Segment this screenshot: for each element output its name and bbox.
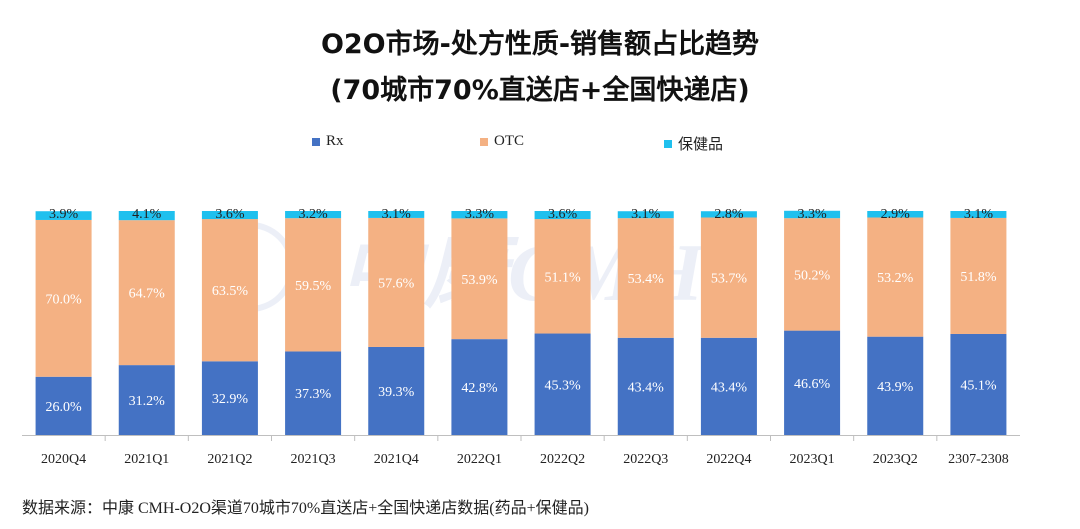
data-label-otc-2022Q1: 53.9% [461, 273, 498, 288]
bar-health-2021Q1 [118, 211, 175, 221]
data-label-health-2022Q3: 3.1% [631, 207, 661, 222]
bar-otc-2307-2308 [950, 217, 1007, 334]
bar-rx-2022Q2 [534, 333, 591, 435]
legend-swatch-health [664, 139, 672, 148]
bar-otc-2021Q4 [368, 217, 425, 347]
bar-rx-2021Q4 [368, 346, 425, 435]
bar-health-2023Q2 [867, 211, 924, 218]
data-label-otc-2021Q4: 57.6% [378, 276, 415, 291]
bar-health-2021Q2 [201, 211, 258, 220]
bar-health-2021Q3 [285, 211, 342, 219]
bar-otc-2020Q4 [35, 219, 92, 377]
bar-rx-2023Q2 [867, 336, 924, 435]
bar-rx-2023Q1 [784, 330, 841, 435]
data-label-rx-2023Q2: 43.9% [877, 380, 914, 395]
legend-item-rx: Rx [312, 133, 344, 150]
data-label-health-2307-2308: 3.1% [964, 207, 994, 222]
data-label-otc-2022Q3: 53.4% [628, 272, 665, 287]
data-label-health-2022Q1: 3.3% [465, 207, 495, 222]
data-label-health-2021Q1: 4.1% [132, 207, 162, 222]
data-label-otc-2307-2308: 51.8% [960, 270, 997, 285]
data-label-rx-2021Q4: 39.3% [378, 385, 415, 400]
data-label-rx-2022Q1: 42.8% [461, 381, 498, 396]
legend-item-health: 保健品 [664, 133, 723, 154]
data-label-health-2021Q4: 3.1% [382, 207, 412, 222]
data-label-rx-2021Q3: 37.3% [295, 387, 332, 402]
bar-rx-2020Q4 [35, 376, 92, 435]
bar-rx-2022Q4 [700, 337, 757, 435]
bar-health-2022Q2 [534, 211, 591, 220]
data-label-rx-2022Q2: 45.3% [544, 378, 581, 393]
legend-swatch-otc [480, 137, 488, 146]
data-label-health-2022Q2: 3.6% [548, 207, 578, 222]
x-tick-label-2022Q2: 2022Q2 [540, 452, 585, 467]
x-tick-label-2022Q4: 2022Q4 [706, 452, 751, 467]
bar-otc-2022Q1 [451, 218, 508, 340]
data-label-otc-2022Q2: 51.1% [544, 270, 581, 285]
bar-health-2022Q3 [617, 211, 674, 219]
chart-subtitle: (70城市70%直送店+全国快递店) [330, 75, 750, 106]
data-label-rx-2023Q1: 46.6% [794, 377, 831, 392]
data-label-health-2021Q2: 3.6% [215, 207, 245, 222]
legend-item-otc: OTC [480, 133, 524, 150]
bar-otc-2021Q1 [118, 220, 175, 366]
legend-label-health: 保健品 [678, 137, 724, 153]
bar-otc-2023Q1 [784, 218, 841, 331]
bar-otc-2022Q2 [534, 219, 591, 334]
x-tick-label-2021Q1: 2021Q1 [124, 452, 169, 467]
bar-rx-2021Q3 [285, 351, 342, 435]
bar-otc-2021Q2 [201, 219, 258, 362]
bar-otc-2022Q4 [700, 217, 757, 338]
bar-rx-2022Q1 [451, 339, 508, 435]
bar-health-2022Q1 [451, 211, 508, 219]
bar-otc-2022Q3 [617, 218, 674, 338]
data-label-rx-2307-2308: 45.1% [960, 378, 997, 393]
data-label-otc-2023Q1: 50.2% [794, 268, 831, 283]
data-label-health-2023Q1: 3.3% [797, 207, 827, 222]
x-tick-label-2022Q3: 2022Q3 [623, 452, 668, 467]
x-tick-label-2023Q2: 2023Q2 [873, 452, 918, 467]
data-label-rx-2021Q2: 32.9% [212, 392, 249, 407]
bar-otc-2021Q3 [285, 218, 342, 352]
legend-label-otc: OTC [494, 133, 524, 149]
bar-health-2022Q4 [700, 211, 757, 218]
data-label-otc-2021Q2: 63.5% [212, 284, 249, 299]
x-tick-label-2022Q1: 2022Q1 [457, 452, 502, 467]
bar-health-2021Q4 [368, 211, 425, 218]
data-label-rx-2022Q4: 43.4% [711, 380, 748, 395]
bar-rx-2021Q2 [201, 361, 258, 435]
data-label-otc-2020Q4: 70.0% [45, 292, 82, 307]
data-label-otc-2021Q3: 59.5% [295, 279, 332, 294]
data-label-health-2023Q2: 2.9% [881, 207, 911, 222]
data-label-rx-2020Q4: 26.0% [45, 400, 82, 415]
bar-rx-2021Q1 [118, 365, 175, 435]
data-label-health-2021Q3: 3.2% [298, 207, 328, 222]
bar-health-2023Q1 [784, 210, 841, 219]
bar-rx-2022Q3 [617, 337, 674, 435]
x-tick-label-2021Q2: 2021Q2 [207, 452, 252, 467]
data-label-health-2020Q4: 3.9% [49, 207, 79, 222]
x-tick-label-2023Q1: 2023Q1 [790, 452, 835, 467]
data-label-health-2022Q4: 2.8% [714, 207, 744, 222]
data-label-otc-2023Q2: 53.2% [877, 271, 914, 286]
chart-title: O2O市场-处方性质-销售额占比趋势 [320, 29, 760, 60]
legend-swatch-rx [312, 137, 320, 146]
source-note: 数据来源：中康 CMH-O2O渠道70城市70%直送店+全国快递店数据(药品+保… [22, 500, 589, 517]
legend-label-rx: Rx [326, 133, 344, 149]
x-tick-label-2021Q4: 2021Q4 [374, 452, 419, 467]
bar-rx-2307-2308 [950, 333, 1007, 435]
bar-health-2020Q4 [35, 211, 92, 220]
data-label-rx-2022Q3: 43.4% [628, 380, 665, 395]
data-label-otc-2022Q4: 53.7% [711, 272, 748, 287]
bar-otc-2023Q2 [867, 217, 924, 337]
x-tick-label-2021Q3: 2021Q3 [291, 452, 336, 467]
bar-health-2307-2308 [950, 211, 1007, 218]
x-tick-label-2307-2308: 2307-2308 [948, 452, 1009, 467]
x-tick-label-2020Q4: 2020Q4 [41, 452, 86, 467]
data-label-otc-2021Q1: 64.7% [129, 287, 166, 302]
data-label-rx-2021Q1: 31.2% [129, 394, 166, 409]
